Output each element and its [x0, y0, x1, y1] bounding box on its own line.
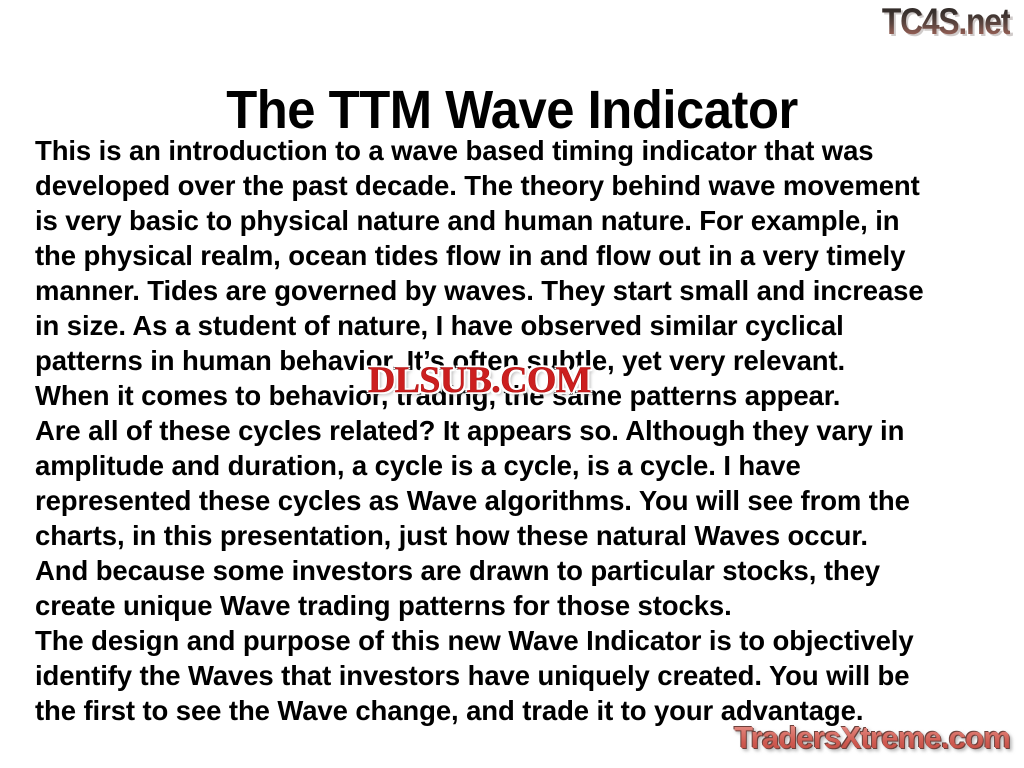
body-line: developed over the past decade. The theo… [35, 170, 920, 201]
body-line: is very basic to physical nature and hum… [35, 205, 900, 236]
body-line: This is an introduction to a wave based … [35, 135, 874, 166]
body-line: manner. Tides are governed by waves. The… [35, 275, 924, 306]
body-line: the physical realm, ocean tides flow in … [35, 240, 906, 271]
body-line: And because some investors are drawn to … [35, 555, 880, 586]
body-line: in size. As a student of nature, I have … [35, 310, 844, 341]
body-line: the first to see the Wave change, and tr… [35, 695, 864, 726]
body-line: represented these cycles as Wave algorit… [35, 485, 910, 516]
body-line: create unique Wave trading patterns for … [35, 590, 732, 621]
slide-body-text: This is an introduction to a wave based … [35, 133, 1000, 728]
tc4s-logo: TC4S.net [881, 1, 1011, 42]
body-line: The design and purpose of this new Wave … [35, 625, 914, 656]
body-line: amplitude and duration, a cycle is a cyc… [35, 450, 801, 481]
tc4s-logo-shadow: TC4S.net [884, 4, 1013, 44]
body-line: When it comes to behavior, trading, the … [35, 380, 841, 411]
page-title: The TTM Wave Indicator [226, 80, 798, 141]
body-line: Are all of these cycles related? It appe… [35, 415, 905, 446]
body-line: patterns in human behavior. It’s often s… [35, 345, 846, 376]
body-line: charts, in this presentation, just how t… [35, 520, 868, 551]
tradersxtreme-logo: TradersXtreme.com [734, 720, 1011, 755]
body-line: identify the Waves that investors have u… [35, 660, 910, 691]
